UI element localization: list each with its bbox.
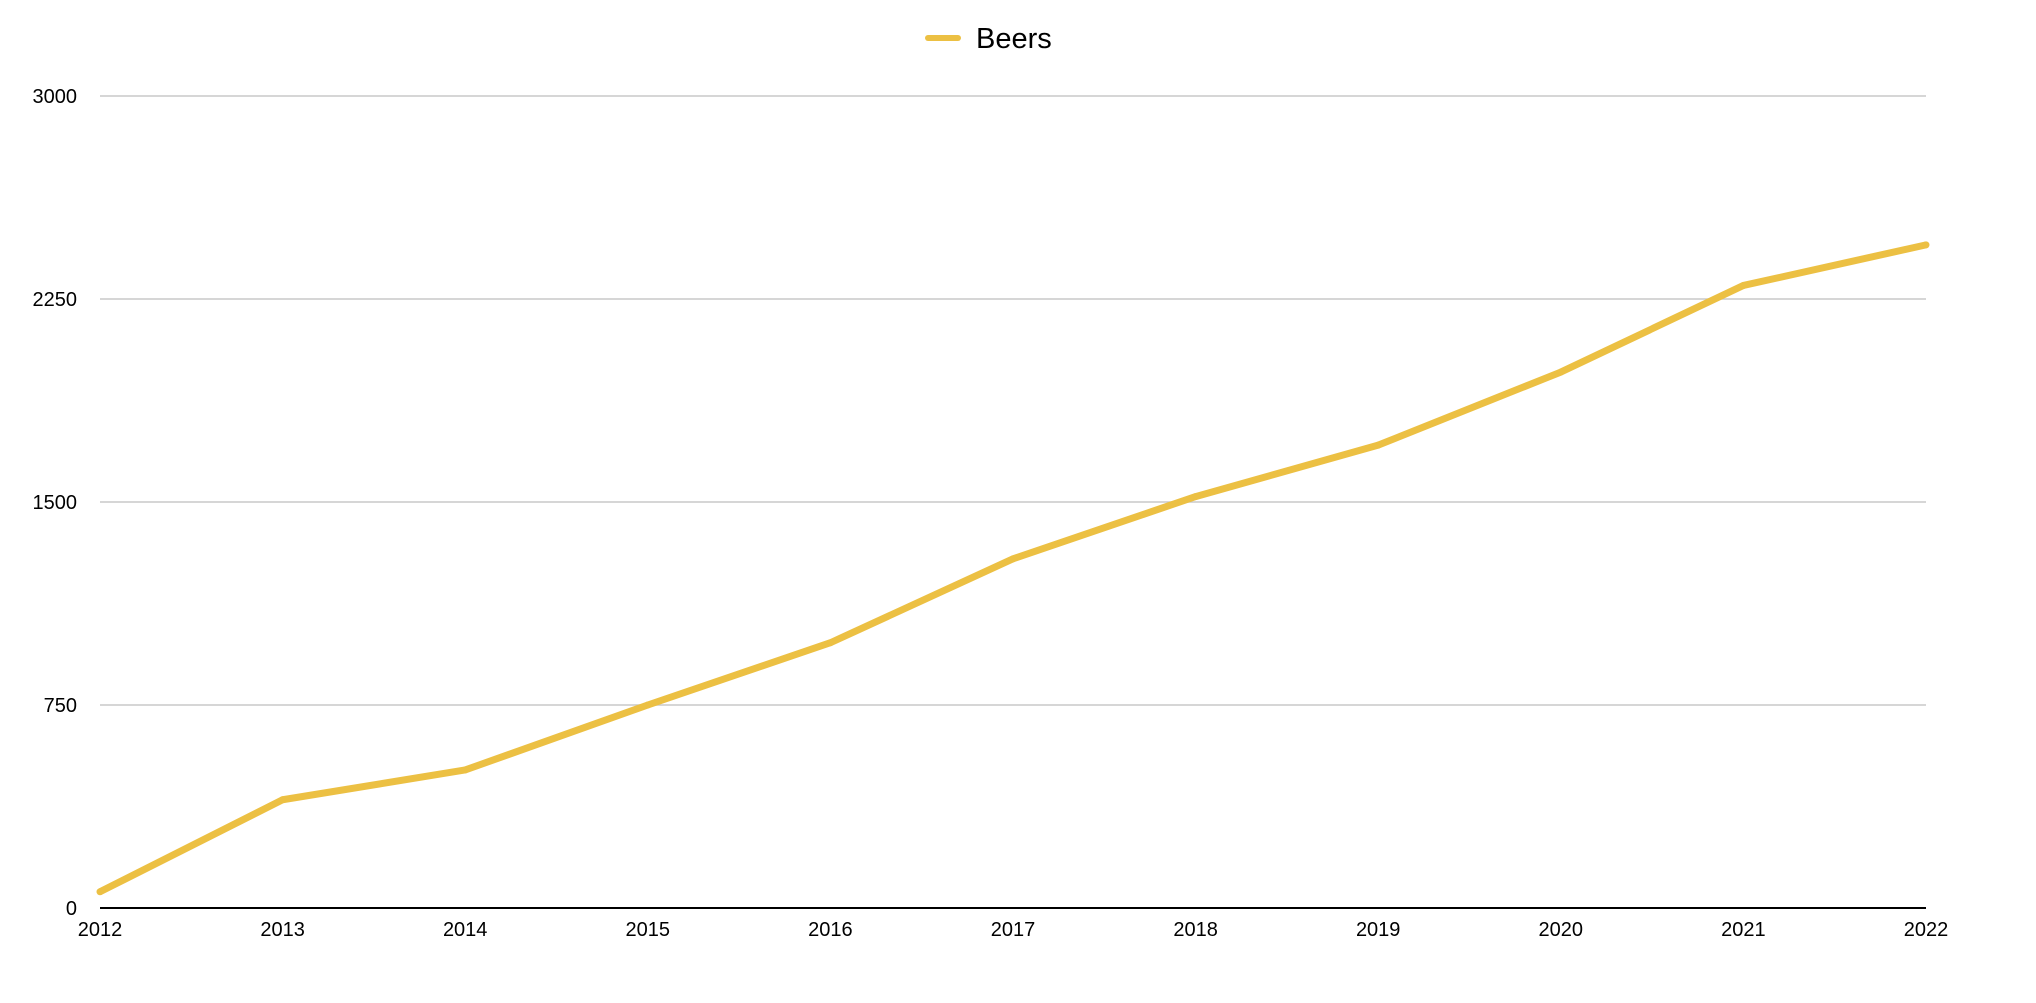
- x-tick-label: 2021: [1721, 919, 1766, 941]
- x-tick-label: 2019: [1356, 919, 1401, 941]
- data-point: [1557, 368, 1565, 376]
- y-axis-ticks: 0 750 1500 2250 3000: [33, 86, 78, 920]
- data-point: [279, 796, 287, 804]
- y-tick-label: 2250: [33, 289, 78, 311]
- legend: Beers: [925, 23, 1052, 55]
- data-point: [1739, 281, 1747, 289]
- y-tick-label: 0: [66, 898, 77, 920]
- x-axis-ticks: 2012 2013 2014 2015 2016 2017 2018 2019 2020 2021…: [78, 919, 1949, 941]
- x-tick-label: 2013: [260, 919, 305, 941]
- data-point: [1192, 493, 1200, 501]
- y-tick-label: 3000: [33, 86, 78, 108]
- x-tick-label: 2022: [1904, 919, 1949, 941]
- series-line-beers: [98, 241, 1927, 895]
- data-point: [461, 766, 469, 774]
- x-tick-label: 2020: [1539, 919, 1584, 941]
- y-tick-label: 750: [44, 695, 77, 717]
- gridlines: [100, 95, 1926, 909]
- legend-label: Beers: [976, 23, 1052, 55]
- data-point: [644, 701, 652, 709]
- data-point: [826, 639, 834, 647]
- data-point: [1922, 241, 1930, 249]
- data-point: [1009, 555, 1017, 563]
- data-point: [1374, 441, 1382, 449]
- x-tick-label: 2017: [991, 919, 1036, 941]
- y-tick-label: 1500: [33, 492, 78, 514]
- series-group: [96, 241, 1930, 896]
- x-tick-label: 2012: [78, 919, 123, 941]
- x-tick-label: 2014: [443, 919, 488, 941]
- data-point: [96, 888, 104, 896]
- x-tick-label: 2015: [626, 919, 671, 941]
- x-tick-label: 2016: [808, 919, 853, 941]
- x-tick-label: 2018: [1173, 919, 1218, 941]
